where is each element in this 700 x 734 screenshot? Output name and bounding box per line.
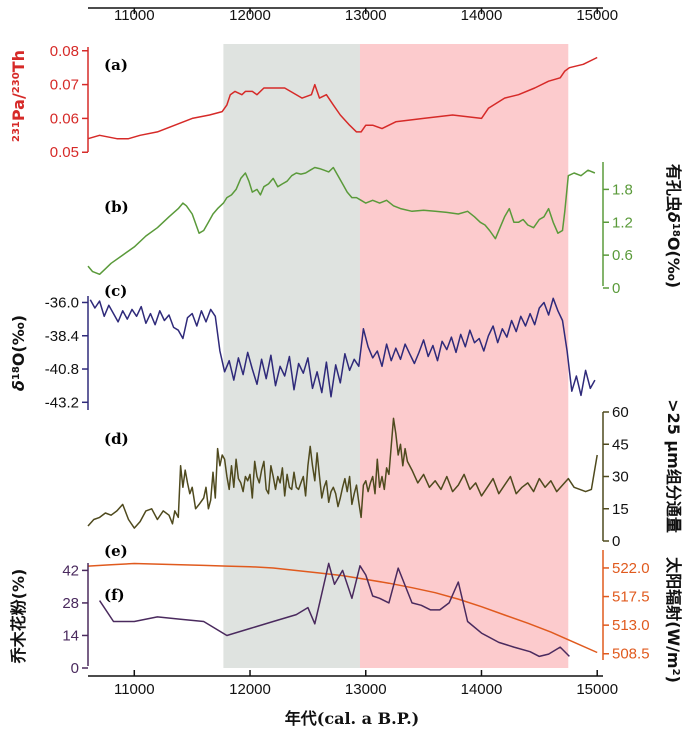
panel-label-d: (d) [104, 430, 129, 448]
pink-interval [359, 44, 569, 668]
x-axis-label: 年代(cal. a B.P.) [285, 709, 419, 728]
x-tick-label-top-2: 13000 [345, 7, 387, 24]
x-tick-label-top-4: 15000 [576, 7, 618, 24]
y-tick-label-e-0: 522.0 [612, 560, 650, 577]
x-tick-label-bottom-0: 11000 [114, 681, 155, 698]
y-tick-label-f-2: 14 [62, 627, 79, 644]
x-tick-label-top-0: 11000 [114, 7, 155, 24]
y-axis-label-f: 乔木花粉(%) [9, 569, 28, 665]
y-tick-label-b-2: 0.6 [612, 247, 633, 264]
series-line-f [98, 562, 570, 658]
series-line-a [87, 56, 598, 140]
y-tick-label-a-0: 0.08 [50, 43, 79, 60]
y-tick-label-b-3: 0 [612, 280, 620, 297]
series-lines [87, 56, 598, 658]
y-tick-label-b-1: 1.2 [612, 214, 633, 231]
y-tick-label-c-2: -40.8 [45, 361, 79, 378]
series-line-e [87, 562, 598, 654]
y-tick-label-c-3: -43.2 [45, 394, 79, 411]
y-tick-label-b-0: 1.8 [612, 181, 633, 198]
y-axis-label-e: 太阳辐射(W/m2) [664, 556, 683, 683]
y-axis-label-a: 231Pa/230Th [9, 50, 28, 142]
y-tick-label-f-0: 42 [62, 562, 79, 579]
panel-label-a: (a) [104, 56, 128, 74]
x-tick-label-top-1: 12000 [229, 7, 271, 24]
grey-interval [223, 44, 360, 668]
y-axis-label-d: >25 μm组分通量 [664, 399, 683, 533]
y-tick-label-c-0: -36.0 [45, 294, 79, 311]
y-tick-label-a-2: 0.06 [50, 110, 79, 127]
y-tick-label-a-3: 0.05 [50, 144, 79, 161]
series-line-b [87, 166, 596, 276]
panel-label-e: (e) [104, 542, 128, 560]
y-tick-label-d-4: 0 [612, 533, 620, 550]
x-tick-label-bottom-4: 15000 [576, 681, 618, 698]
y-tick-label-c-1: -38.4 [45, 328, 79, 345]
panel-label-f: (f) [104, 586, 125, 604]
panel-label-b: (b) [104, 198, 129, 216]
series-line-c [89, 297, 596, 398]
y-tick-label-d-1: 45 [612, 436, 629, 453]
y-tick-label-d-3: 15 [612, 501, 629, 518]
y-tick-label-a-1: 0.07 [50, 77, 79, 94]
x-tick-label-top-3: 14000 [461, 7, 503, 24]
y-tick-label-e-3: 508.5 [612, 646, 650, 663]
y-axis-label-c: δ18O(‰) [9, 315, 28, 391]
y-tick-label-f-3: 0 [71, 660, 79, 677]
x-tick-label-bottom-2: 13000 [345, 681, 387, 698]
series-line-d [87, 417, 598, 529]
y-tick-label-f-1: 28 [62, 595, 79, 612]
y-tick-label-d-0: 60 [612, 404, 629, 421]
shaded-intervals [223, 44, 569, 668]
x-tick-label-bottom-1: 12000 [229, 681, 271, 698]
panel-label-c: (c) [104, 282, 127, 300]
y-tick-label-e-1: 517.5 [612, 589, 650, 606]
y-tick-label-e-2: 513.0 [612, 617, 650, 634]
x-tick-label-bottom-3: 14000 [461, 681, 503, 698]
y-tick-label-d-2: 30 [612, 469, 629, 486]
y-axis-label-b: 有孔虫δ18O(‰) [664, 164, 683, 288]
